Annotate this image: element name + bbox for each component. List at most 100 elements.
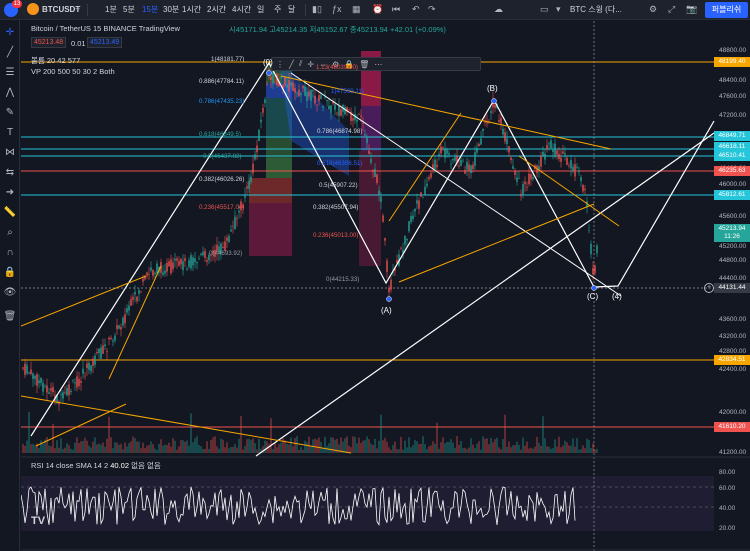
bid-price[interactable]: 45213.48 — [31, 37, 67, 48]
camera-icon[interactable]: 📷 — [686, 4, 698, 14]
timeframe-0[interactable]: 1분 — [105, 5, 117, 14]
line-tool-icon[interactable]: ╱ — [289, 59, 294, 69]
delete-small-icon[interactable]: 🗑 — [359, 59, 370, 69]
volume-bar — [324, 436, 326, 453]
timeframe-2[interactable]: 15분 — [142, 5, 159, 14]
price-tag: 44131.44 — [714, 283, 750, 293]
volume-bar — [162, 445, 164, 453]
volume-profile-label[interactable]: VP 200 500 50 30 2 Both — [31, 67, 115, 76]
xabcd-pattern-icon[interactable]: ⋈ — [5, 147, 15, 158]
indicators-icon[interactable]: ƒx — [332, 4, 342, 14]
timeframe-3[interactable]: 30분 — [163, 5, 180, 14]
alert-icon[interactable]: ⏰ — [372, 4, 384, 14]
more-icon[interactable]: ⋯ — [374, 59, 383, 69]
candle-body — [306, 92, 308, 101]
timeframe-6[interactable]: 4시간 — [232, 5, 252, 14]
lock-icon[interactable]: 🔒 — [3, 267, 17, 278]
candle-body — [212, 250, 214, 255]
pattern-icon[interactable]: ⋀ — [5, 87, 15, 98]
add-symbol-icon[interactable]: + — [75, 4, 81, 14]
candle-body — [254, 154, 256, 160]
candle-body — [352, 118, 354, 121]
candle-body — [68, 384, 70, 395]
fib-level-label: 1(48181.77) — [211, 56, 245, 63]
price-tick-label: 42800.00 — [719, 348, 747, 355]
measure-icon[interactable]: ⇔ — [319, 59, 328, 69]
arrow-icon[interactable]: ➜ — [5, 187, 15, 198]
timeframe-8[interactable]: 주 — [274, 5, 282, 14]
drag-handle-icon[interactable]: ⋮ — [276, 59, 284, 69]
volume-bar — [278, 444, 280, 453]
candle-body — [266, 83, 268, 85]
volume-bar — [132, 436, 134, 453]
volume-bar — [34, 445, 36, 453]
fib-retracement-icon[interactable]: ☰ — [5, 67, 15, 78]
volume-bar — [272, 449, 274, 453]
price-chart[interactable] — [20, 21, 750, 551]
volume-bar — [190, 413, 192, 453]
candle-body — [404, 235, 406, 245]
symbol-search[interactable]: BTCUSDT — [27, 3, 80, 15]
volume-bar — [424, 444, 426, 453]
fullscreen-icon[interactable]: ⤢ — [668, 4, 676, 14]
settings-small-icon[interactable]: ⚙ — [332, 59, 340, 69]
timeframe-9[interactable]: 달 — [288, 5, 296, 14]
ask-price[interactable]: 45213.49 — [87, 37, 123, 48]
text-icon[interactable]: T — [6, 127, 14, 138]
volume-bar — [396, 449, 398, 453]
volume-indicator-label[interactable]: 볼륨 20 42 577 — [31, 56, 81, 65]
layout-dropdown-icon[interactable]: ▾ — [556, 4, 561, 14]
crosshair-icon[interactable]: ✛ — [5, 27, 15, 38]
rsi-label[interactable]: RSI 14 close SMA 14 2 40.02 없음 없음 — [31, 461, 161, 470]
volume-bar — [300, 446, 302, 453]
add-alert-icon[interactable]: + — [704, 283, 714, 293]
timeframe-7[interactable]: 일 — [257, 5, 265, 14]
volume-bar — [590, 447, 592, 453]
candle-body — [408, 221, 410, 232]
visibility-icon[interactable]: 👁 — [3, 287, 17, 298]
cloud-icon[interactable]: ☁ — [494, 4, 503, 14]
saved-layout-label[interactable]: BTC 스윙 (다... — [570, 5, 622, 14]
candle-body — [572, 166, 574, 172]
volume-bar — [406, 447, 408, 453]
trendline-icon[interactable]: ╱ — [6, 47, 14, 58]
volume-bar — [244, 445, 246, 453]
candle-body — [50, 388, 52, 391]
volume-bar — [86, 440, 88, 453]
candle-body — [558, 154, 560, 160]
volume-bar — [502, 439, 504, 453]
timeframe-5[interactable]: 2시간 — [207, 5, 227, 14]
timeframe-1[interactable]: 5분 — [123, 5, 135, 14]
candle-body — [358, 114, 360, 115]
chart-area[interactable]: Bitcoin / TetherUS 15 BINANCE TradingVie… — [20, 21, 750, 551]
chart-type-icon[interactable]: ▮▯ — [312, 4, 322, 14]
settings-icon[interactable]: ⚙ — [649, 4, 658, 14]
brush-icon[interactable]: ✎ — [5, 107, 15, 118]
volume-bar — [368, 439, 370, 453]
ruler-icon[interactable]: 📏 — [3, 207, 17, 218]
volume-bar — [46, 437, 48, 453]
undo-icon[interactable]: ↶ — [412, 4, 420, 14]
candle-body — [470, 165, 472, 173]
forecast-icon[interactable]: ⇆ — [5, 167, 15, 178]
candle-body — [312, 90, 314, 92]
templates-icon[interactable]: ▦ — [352, 4, 361, 14]
candle-body — [430, 173, 432, 178]
trash-icon[interactable]: 🗑 — [3, 311, 17, 322]
candle-body — [118, 325, 120, 329]
channel-tool-icon[interactable]: ⫽ — [298, 59, 303, 68]
candle-body — [372, 169, 374, 172]
timeframe-4[interactable]: 1시간 — [182, 5, 202, 14]
magnet-icon[interactable]: ∩ — [6, 247, 14, 258]
lock-small-icon[interactable]: 🔒 — [344, 59, 355, 69]
publish-button[interactable]: 퍼블리쉬 — [705, 2, 748, 18]
redo-icon[interactable]: ↷ — [428, 4, 436, 14]
cross-tool-icon[interactable]: ✛ — [307, 59, 315, 69]
replay-icon[interactable]: ⏮ — [392, 4, 401, 14]
volume-bar — [584, 448, 586, 453]
zoom-icon[interactable]: ⌕ — [7, 227, 13, 238]
volume-bar — [338, 444, 340, 453]
layout-icon[interactable]: ▭ — [540, 4, 549, 14]
price-tick-label: 43200.00 — [719, 333, 747, 340]
volume-bar — [322, 447, 324, 453]
